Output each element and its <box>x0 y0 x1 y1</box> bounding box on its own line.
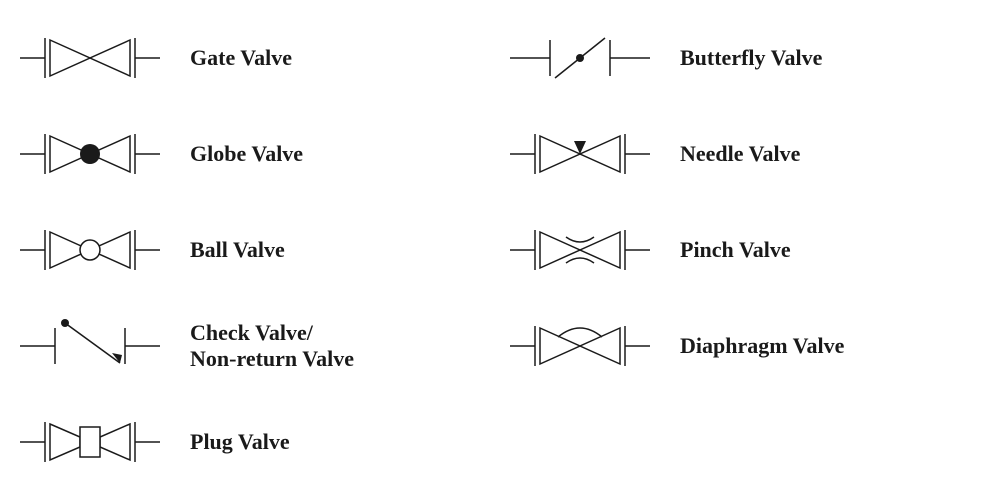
needle-valve-icon <box>510 119 650 189</box>
diaphragm-valve-icon <box>510 311 650 381</box>
globe-valve-icon <box>20 119 160 189</box>
ball-valve-label: Ball Valve <box>190 237 285 263</box>
butterfly-valve-icon <box>510 23 650 93</box>
gate-valve-label: Gate Valve <box>190 45 292 71</box>
check-valve-icon <box>20 311 160 381</box>
pinch-valve-icon <box>510 215 650 285</box>
plug-valve-label: Plug Valve <box>190 429 290 455</box>
entry-butterfly: Butterfly Valve <box>510 10 980 106</box>
entry-plug: Plug Valve <box>20 394 490 490</box>
entry-diaphragm: Diaphragm Valve <box>510 298 980 394</box>
entry-ball: Ball Valve <box>20 202 490 298</box>
valve-symbol-grid: Gate Valve Butterfly Valve <box>0 0 1000 500</box>
entry-check: Check Valve/ Non-return Valve <box>20 298 490 394</box>
butterfly-valve-label: Butterfly Valve <box>680 45 822 71</box>
ball-valve-icon <box>20 215 160 285</box>
gate-valve-icon <box>20 23 160 93</box>
entry-needle: Needle Valve <box>510 106 980 202</box>
diaphragm-valve-label: Diaphragm Valve <box>680 333 844 359</box>
needle-valve-label: Needle Valve <box>680 141 800 167</box>
check-valve-label: Check Valve/ Non-return Valve <box>190 320 354 373</box>
plug-valve-icon <box>20 407 160 477</box>
pinch-valve-label: Pinch Valve <box>680 237 791 263</box>
entry-gate: Gate Valve <box>20 10 490 106</box>
entry-globe: Globe Valve <box>20 106 490 202</box>
entry-pinch: Pinch Valve <box>510 202 980 298</box>
globe-valve-label: Globe Valve <box>190 141 303 167</box>
